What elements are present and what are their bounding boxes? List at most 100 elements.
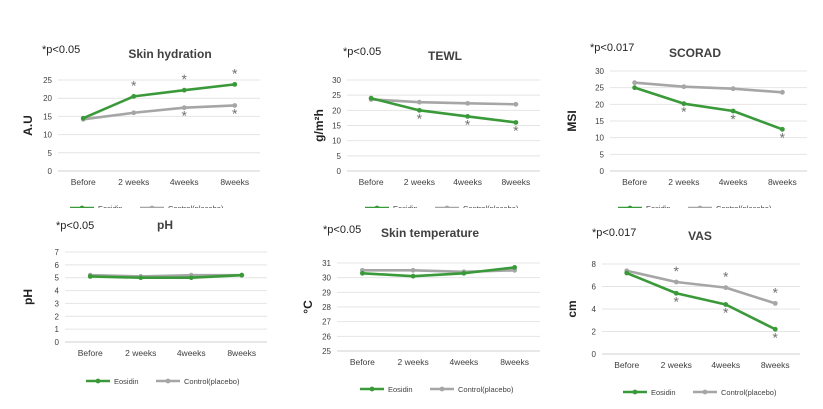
series-line-control <box>81 104 237 121</box>
legend-label: Control(placebo) <box>716 204 772 208</box>
series-line-control <box>369 98 518 106</box>
y-tick-label: 25 <box>322 347 331 356</box>
significance-note: *p<0.05 <box>42 44 80 56</box>
data-point <box>779 126 785 132</box>
chart-panel-5: Skin temperature *p<0.05 °C 25 26 27 28 29 30 31 B… <box>301 224 540 394</box>
legend-label: Eosidin <box>114 377 139 386</box>
data-point <box>131 110 137 116</box>
y-tick-label: 26 <box>322 332 331 341</box>
data-point <box>138 275 144 281</box>
legend-marker <box>439 386 445 392</box>
y-tick-label: 27 <box>322 318 331 327</box>
significance-star: * <box>182 71 188 87</box>
x-tick-label: 2 weeks <box>125 348 156 358</box>
data-point <box>87 274 93 279</box>
x-tick-label: 2 weeks <box>118 177 149 187</box>
y-tick-label: 3 <box>55 299 60 308</box>
y-tick-label: 0 <box>48 167 53 176</box>
data-point <box>80 115 86 121</box>
data-point <box>513 120 519 125</box>
y-tick-label: 10 <box>332 137 341 146</box>
significance-star: * <box>674 263 680 279</box>
significance-star: * <box>730 111 736 127</box>
significance-star: * <box>723 269 729 285</box>
data-point <box>188 275 194 281</box>
x-tick-label: Before <box>614 360 639 370</box>
data-point <box>772 300 778 306</box>
y-tick-label: 15 <box>43 112 52 121</box>
significance-star: * <box>232 105 238 121</box>
significance-star: * <box>681 104 687 120</box>
y-tick-label: 20 <box>332 106 341 115</box>
x-tick-label: 8weeks <box>768 177 797 187</box>
x-tick-label: 4weeks <box>453 177 482 187</box>
y-tick-label: 4 <box>592 305 597 314</box>
significance-star: * <box>131 77 137 93</box>
y-tick-label: 0 <box>55 338 60 347</box>
legend-marker <box>95 378 101 384</box>
legend-label: Control(placebo) <box>463 204 519 208</box>
legend-marker <box>702 389 708 395</box>
y-tick-label: 28 <box>322 303 331 312</box>
data-point <box>410 273 416 279</box>
series-line-control <box>625 269 777 305</box>
y-tick-label: 5 <box>600 150 605 159</box>
legend-label: Eosidin <box>646 204 671 208</box>
y-tick-label: 5 <box>337 152 342 161</box>
legend-label: Eosidin <box>651 388 676 397</box>
y-tick-label: 2 <box>55 312 60 321</box>
y-tick-label: 31 <box>322 259 331 268</box>
chart-title: Skin hydration <box>128 47 211 61</box>
data-point <box>416 99 422 105</box>
y-axis-label: cm <box>565 300 579 317</box>
data-point <box>359 270 365 276</box>
y-tick-label: 6 <box>55 261 60 270</box>
series-line-control <box>633 81 784 94</box>
legend-label: Eosidin <box>393 204 418 208</box>
series-line-eosidin <box>81 83 237 120</box>
x-tick-label: 4weeks <box>449 357 478 367</box>
data-point <box>681 101 687 107</box>
y-axis-label: MSI <box>565 110 579 131</box>
series-line-eosidin <box>88 273 244 280</box>
y-tick-label: 10 <box>595 134 604 143</box>
significance-star: * <box>723 305 729 321</box>
y-tick-label: 25 <box>332 91 341 100</box>
y-tick-label: 2 <box>592 328 597 337</box>
y-tick-label: 0 <box>600 167 605 176</box>
legend-marker <box>369 386 375 392</box>
chart-panel-4: pH *p<0.05 pH 0 1 2 3 4 5 6 7 Before 2 weeks 4weeks 8w… <box>21 218 267 386</box>
x-tick-label: 8weeks <box>220 177 249 187</box>
x-tick-label: 2 weeks <box>668 177 699 187</box>
series-line-eosidin <box>361 266 516 278</box>
legend-label: Eosidin <box>388 385 413 394</box>
y-tick-label: 20 <box>595 100 604 109</box>
x-tick-label: 4weeks <box>177 348 206 358</box>
chart-title: VAS <box>688 229 712 243</box>
significance-star: * <box>773 284 779 300</box>
data-point <box>632 85 638 91</box>
data-point <box>181 87 187 93</box>
data-point <box>465 114 471 119</box>
significance-note: *p<0.017 <box>590 42 634 54</box>
y-tick-label: 10 <box>43 131 52 140</box>
y-axis-label: °C <box>301 300 315 314</box>
legend-label: Control(placebo) <box>184 377 240 386</box>
significance-note: *p<0.05 <box>323 224 361 236</box>
x-tick-label: Before <box>78 348 103 358</box>
x-tick-label: Before <box>71 177 96 187</box>
legend-marker <box>374 205 380 208</box>
y-tick-label: 6 <box>592 283 597 292</box>
significance-star: * <box>182 108 188 124</box>
legend-marker <box>149 205 155 208</box>
y-tick-label: 29 <box>322 288 331 297</box>
y-tick-label: 30 <box>332 76 341 85</box>
data-point <box>624 270 630 276</box>
chart-panel-1: Skin hydration *p<0.05 A.U 0 5 10 15 20 25 Before… <box>21 44 260 208</box>
x-tick-label: 4weeks <box>170 177 199 187</box>
series-line-eosidin <box>633 86 784 131</box>
chart-panel-2: TEWL *p<0.05 g/m²h 0 5 10 15 20 25 30 Before 2 week… <box>312 46 540 208</box>
y-tick-label: 5 <box>48 149 53 158</box>
x-tick-label: 8weeks <box>501 177 530 187</box>
significance-star: * <box>465 116 471 132</box>
